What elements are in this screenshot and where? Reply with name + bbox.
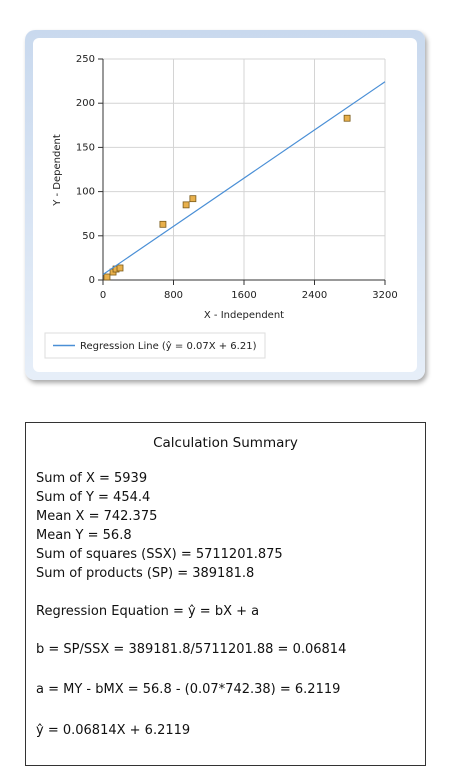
y-tick-label: 200 bbox=[76, 98, 95, 109]
regression-line bbox=[102, 81, 386, 276]
chart-panel bbox=[33, 38, 417, 372]
legend bbox=[44, 332, 266, 359]
summary-box: Calculation Summary Sum of X = 5939 Sum o… bbox=[25, 422, 426, 766]
chart: Y - Dependent X - Independent 0 50 100 150 2… bbox=[44, 54, 398, 359]
x-tick-label: 2400 bbox=[302, 290, 327, 301]
legend-label: Regression Line (ŷ = 0.07X + 6.21) bbox=[80, 340, 257, 352]
summary-line: a = MY - bMX = 56.8 - (0.07*742.38) = 6.… bbox=[36, 682, 341, 697]
summary-line: Sum of Y = 454.4 bbox=[36, 490, 151, 505]
x-tick-label: 800 bbox=[164, 290, 183, 301]
summary-line: Sum of X = 5939 bbox=[36, 471, 148, 486]
y-tick-label: 150 bbox=[76, 142, 95, 153]
y-axis-label: Y - Dependent bbox=[52, 134, 63, 207]
summary-line: Mean Y = 56.8 bbox=[36, 528, 132, 543]
summary-line: ŷ = 0.06814X + 6.2119 bbox=[36, 723, 191, 738]
y-tick-label: 100 bbox=[76, 187, 95, 198]
summary-line: Sum of squares (SSX) = 5711201.875 bbox=[36, 547, 283, 562]
data-point bbox=[343, 114, 351, 122]
y-tick-label: 0 bbox=[89, 275, 95, 286]
x-tick-label: 0 bbox=[100, 290, 106, 301]
summary-title: Calculation Summary bbox=[153, 435, 298, 451]
data-point bbox=[159, 220, 167, 228]
summary-line: Regression Equation = ŷ = bX + a bbox=[36, 604, 260, 619]
x-tick-label: 3200 bbox=[372, 290, 397, 301]
x-axis-label: X - Independent bbox=[204, 310, 284, 321]
chart-card bbox=[25, 30, 425, 380]
data-point bbox=[189, 195, 197, 203]
summary-line: b = SP/SSX = 389181.8/5711201.88 = 0.068… bbox=[36, 642, 347, 657]
summary-line: Sum of products (SP) = 389181.8 bbox=[36, 566, 255, 581]
data-point bbox=[116, 264, 124, 272]
y-tick-label: 250 bbox=[76, 54, 95, 65]
y-tick-label: 50 bbox=[82, 231, 95, 242]
x-tick-label: 1600 bbox=[231, 290, 256, 301]
summary-line: Mean X = 742.375 bbox=[36, 509, 158, 524]
data-point bbox=[103, 273, 111, 281]
data-point bbox=[182, 201, 190, 209]
